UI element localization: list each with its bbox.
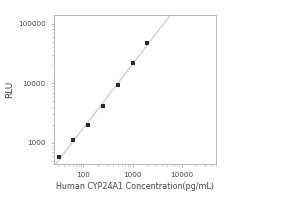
Y-axis label: RLU: RLU — [5, 81, 14, 98]
Point — [130, 61, 135, 64]
Point — [145, 41, 150, 44]
Point — [116, 83, 120, 86]
Point — [71, 139, 76, 142]
Point — [100, 104, 105, 108]
X-axis label: Human CYP24A1 Concentration(pg/mL): Human CYP24A1 Concentration(pg/mL) — [56, 182, 214, 191]
Point — [56, 155, 61, 159]
Point — [86, 123, 91, 127]
